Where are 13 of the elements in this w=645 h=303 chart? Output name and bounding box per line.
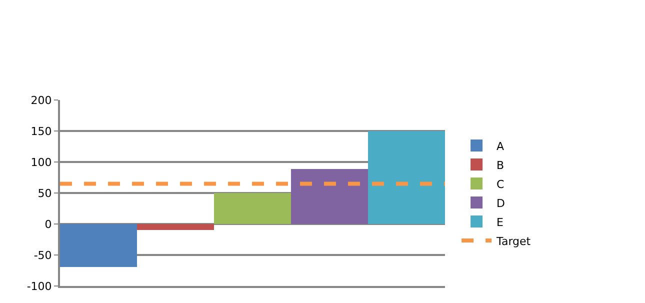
- y-tick-label: 200: [30, 94, 52, 107]
- y-tick-label: 50: [38, 186, 52, 200]
- legend-label: B: [496, 158, 504, 172]
- legend-label: Target: [496, 234, 532, 248]
- legend-label: E: [496, 216, 504, 229]
- y-tick-label: -100: [26, 280, 52, 293]
- y-tick-label: 100: [30, 156, 52, 169]
- legend-label: A: [496, 140, 505, 153]
- y-tick-label: -50: [34, 248, 52, 262]
- y-tick-label: 150: [30, 124, 52, 138]
- legend-label: C: [496, 178, 505, 191]
- legend-label: D: [496, 196, 506, 210]
- y-tick-label: 0: [44, 218, 52, 231]
